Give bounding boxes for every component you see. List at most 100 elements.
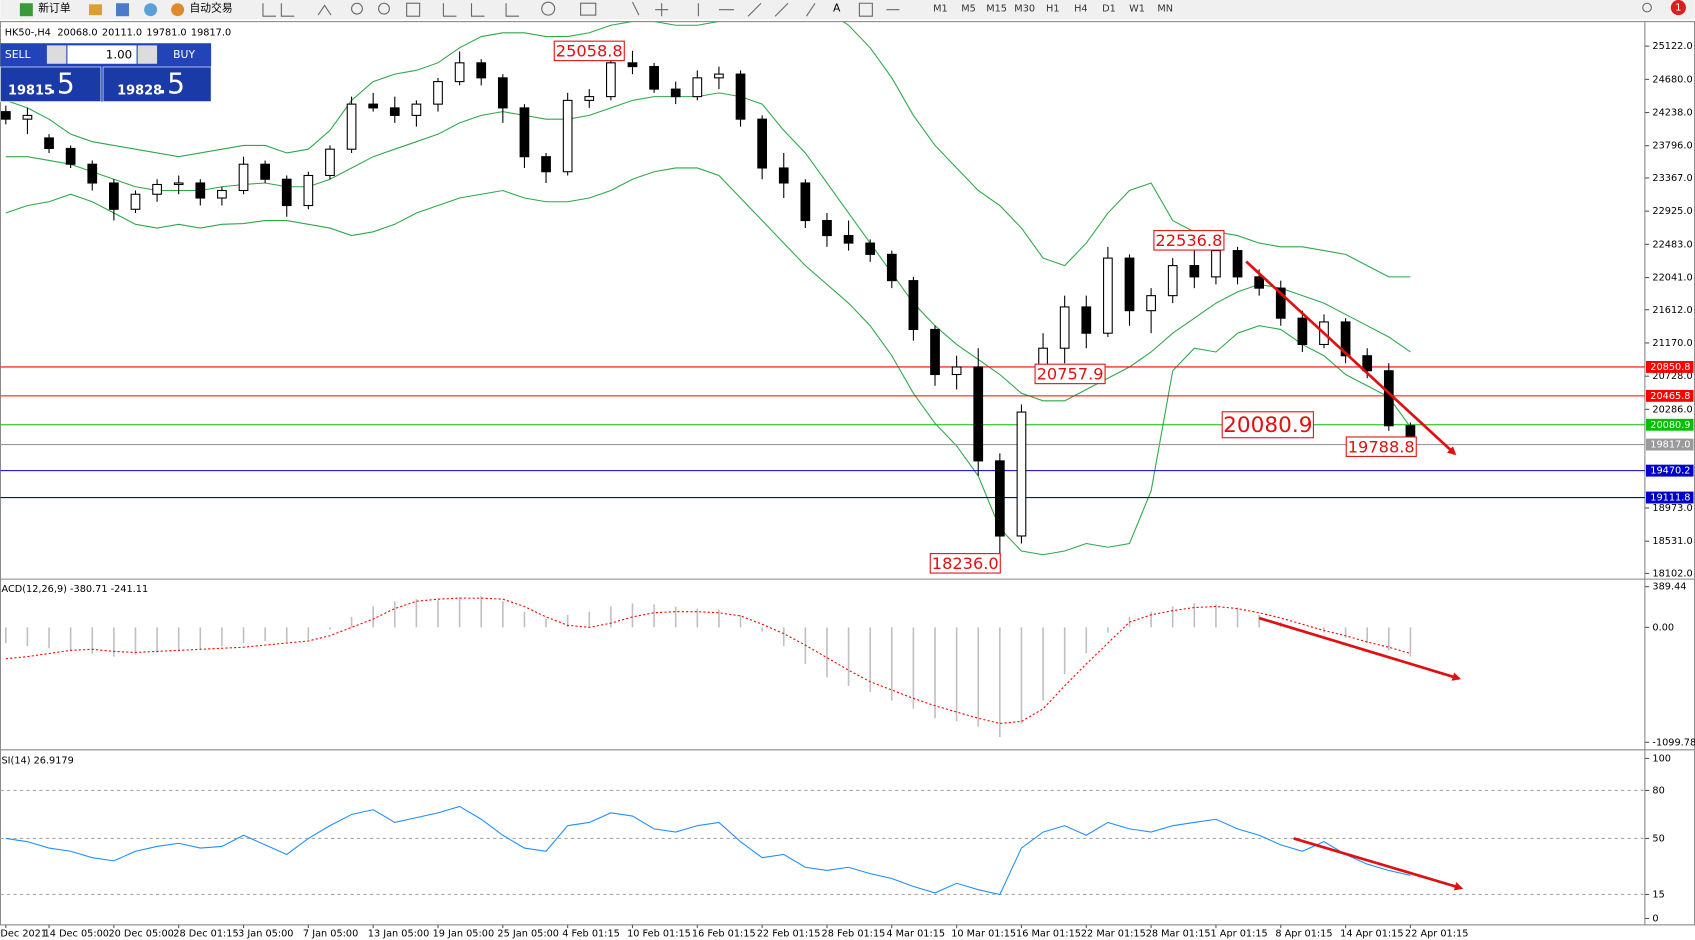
x-tick-label: 28 Feb 01:15: [822, 929, 886, 940]
volume-box[interactable]: [67, 45, 137, 64]
icon[interactable]: [171, 3, 185, 17]
x-tick-label: 20 Dec 05:00: [108, 929, 173, 940]
candle-body: [389, 107, 400, 116]
candle-body: [346, 103, 357, 150]
icon[interactable]: [632, 1, 816, 17]
trade-panel: SELL 1.00 BUY 19815 .5 19828 .5: [0, 43, 212, 102]
x-tick-label: 22 Apr 01:15: [1405, 929, 1468, 940]
x-tick-label: 14 Dec 05:00: [44, 929, 109, 940]
candle-body: [606, 62, 616, 98]
x-tick-label: 3 Jan 05:00: [238, 929, 293, 940]
icon[interactable]: [858, 2, 900, 17]
icon[interactable]: [89, 4, 102, 16]
y-tick-label: 0.00: [1652, 622, 1674, 633]
annotation-label: 18236.0: [932, 554, 999, 573]
candle-body: [778, 167, 789, 184]
candle-body: [65, 147, 76, 165]
timeframe-button[interactable]: H1: [1046, 4, 1060, 15]
candle-body: [1124, 257, 1135, 312]
x-tick-label: 8 Apr 01:15: [1275, 929, 1332, 940]
icon[interactable]: [262, 3, 332, 17]
symbol: HK50-,H4: [5, 27, 51, 38]
candle-body: [670, 88, 681, 98]
x-tick-label: 25 Jan 05:00: [497, 929, 559, 940]
rsi-line: [5, 805, 1411, 896]
sell-fraction: .5: [48, 67, 75, 100]
timeframe-button[interactable]: H4: [1074, 4, 1088, 15]
y-tick-label: 24680.0: [1652, 74, 1692, 85]
candle-body: [951, 366, 962, 376]
new-order-button[interactable]: 新订单: [38, 1, 71, 15]
x-tick-label: 13 Jan 05:00: [368, 929, 430, 940]
candle-body: [109, 182, 119, 210]
y-tick-label: 0: [1652, 913, 1658, 924]
volume[interactable]: 1.00: [106, 48, 132, 62]
icon[interactable]: [378, 2, 390, 15]
icon[interactable]: [580, 2, 597, 16]
y-tick-label: 18102.0: [1652, 568, 1692, 579]
candle-body: [152, 183, 162, 195]
icon[interactable]: [144, 3, 158, 17]
icon[interactable]: [351, 2, 363, 15]
y-tick-label: 50: [1652, 833, 1664, 844]
text-tool[interactable]: A: [833, 2, 841, 15]
badge-count: 1: [1675, 3, 1681, 14]
timeframe-button[interactable]: D1: [1102, 4, 1116, 15]
y-tick-label: 20286.0: [1652, 404, 1692, 415]
icon[interactable]: [442, 3, 520, 17]
timeframe-button[interactable]: M5: [961, 4, 976, 15]
candle-body: [994, 460, 1005, 537]
buy-button[interactable]: BUY: [173, 48, 195, 61]
auto-trading-button[interactable]: 自动交易: [190, 1, 233, 15]
notification-badge[interactable]: [1670, 0, 1686, 16]
annotation-box: [1153, 230, 1225, 251]
candle-body: [649, 66, 659, 90]
level-label: 19111.8: [1650, 493, 1690, 504]
y-tick-label: 389.44: [1652, 582, 1686, 593]
candle-body: [562, 99, 573, 173]
y-tick-label: 22483.0: [1652, 239, 1692, 250]
volume-up[interactable]: [137, 45, 158, 64]
candle-body: [908, 280, 919, 330]
search-icon[interactable]: [1642, 2, 1652, 13]
low-label: 19781.0: [146, 27, 186, 38]
icon[interactable]: [19, 3, 33, 17]
level-tag: [1645, 491, 1694, 504]
candle-body: [1362, 355, 1373, 372]
candle-body: [303, 174, 314, 207]
buy-price-box[interactable]: [102, 66, 212, 102]
timeframe-button[interactable]: W1: [1129, 4, 1145, 15]
candle-body: [627, 62, 638, 68]
annotation-label: 19788.8: [1348, 437, 1415, 456]
high-label: 20111.0: [102, 27, 142, 38]
sell-price-box[interactable]: [0, 66, 102, 102]
icon[interactable]: [116, 3, 129, 17]
y-tick-label: 21170.0: [1652, 338, 1692, 349]
x-tick-label: 14 Apr 01:15: [1340, 929, 1403, 940]
candle-body: [44, 137, 54, 149]
y-tick-label: 23796.0: [1652, 141, 1692, 152]
level-label: 20080.9: [1650, 420, 1690, 431]
volume-down[interactable]: [46, 45, 67, 64]
icon[interactable]: [406, 2, 421, 17]
icon[interactable]: [541, 1, 556, 16]
arrow: [1293, 837, 1464, 891]
level-tag: [1645, 438, 1694, 451]
bollinger-band: [5, 21, 1411, 278]
toolbar: 新订单 自动交易 A 1 M1 M5 M15 M30 H1 H4 D1 W1 MN: [0, 0, 1695, 20]
annotation-label: 20757.9: [1037, 364, 1104, 383]
timeframe-button[interactable]: MN: [1157, 4, 1173, 15]
y-tick-label: 15: [1652, 889, 1664, 900]
signal-line: [5, 597, 1411, 725]
x-tick-label: 19 Jan 05:00: [433, 929, 495, 940]
candle-body: [584, 96, 595, 101]
sell-button[interactable]: SELL: [5, 48, 31, 61]
candle-body: [195, 182, 206, 199]
indicator-title: SI(14) 26.9179: [2, 756, 74, 767]
timeframe-button[interactable]: M30: [1014, 4, 1035, 15]
timeframe-button[interactable]: M1: [933, 4, 948, 15]
x-tick-label: 16 Feb 01:15: [692, 929, 756, 940]
candle-body: [130, 193, 141, 210]
timeframe-button[interactable]: M15: [986, 4, 1007, 15]
axes: 25122.0 24680.0 24238.0 23796.0 23367.0 22925…: [0, 41, 1695, 939]
